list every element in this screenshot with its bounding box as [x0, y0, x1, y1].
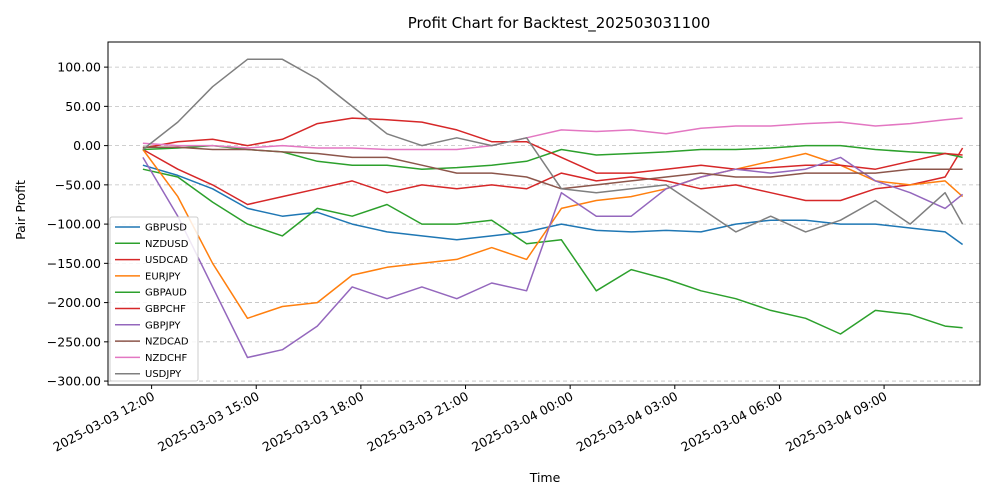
y-tick-label: −150.00 — [47, 256, 101, 271]
x-tick-label: 2025-03-04 03:00 — [574, 388, 681, 454]
legend-label: EURJPY — [145, 271, 181, 282]
series-line-usdjpy — [142, 58, 964, 233]
y-axis-label: Pair Profit — [13, 180, 28, 240]
x-axis-label: Time — [529, 470, 561, 485]
series-line-nzdusd — [142, 168, 963, 335]
series-layer — [142, 58, 964, 359]
y-axis: 100.00 50.00 0.00 −50.00 −100.00 −150.00 −200.… — [47, 60, 108, 389]
y-tick-label: −50.00 — [55, 177, 101, 192]
x-tick-label: 2025-03-03 15:00 — [155, 388, 262, 454]
legend-label: NZDCHF — [145, 353, 188, 364]
y-tick-label: 100.00 — [57, 60, 101, 75]
x-tick-label: 2025-03-03 12:00 — [51, 388, 158, 454]
legend-label: GBPCHF — [145, 304, 186, 315]
series-line-usdcad — [142, 147, 964, 206]
legend-label: NZDUSD — [145, 239, 189, 250]
legend: GBPUSD NZDUSD USDCAD EURJPY GBPAUD GBPCHF GBPJ… — [109, 216, 199, 382]
legend-label: USDJPY — [145, 369, 182, 380]
x-tick-label: 2025-03-04 09:00 — [783, 388, 890, 454]
y-tick-label: −250.00 — [47, 334, 101, 349]
y-tick-label: 0.00 — [73, 138, 101, 153]
y-tick-label: 50.00 — [65, 99, 101, 114]
series-line-gbpjpy — [142, 156, 964, 359]
chart-title: Profit Chart for Backtest_202503031100 — [408, 14, 711, 33]
grid — [108, 66, 980, 382]
x-tick-label: 2025-03-04 06:00 — [678, 388, 785, 454]
legend-box — [109, 216, 199, 382]
y-tick-label: −100.00 — [47, 217, 101, 232]
plot-frame — [107, 41, 981, 386]
legend-label: GBPJPY — [145, 320, 181, 331]
y-tick-label: −200.00 — [47, 295, 101, 310]
x-tick-label: 2025-03-03 18:00 — [260, 388, 367, 454]
legend-label: USDCAD — [145, 255, 188, 266]
series-line-nzdchf — [142, 117, 963, 151]
legend-label: NZDCAD — [145, 337, 189, 348]
legend-label: GBPUSD — [145, 223, 187, 234]
series-line-gbpusd — [142, 164, 964, 246]
x-tick-label: 2025-03-04 00:00 — [469, 388, 576, 454]
y-tick-label: −300.00 — [47, 374, 101, 389]
x-tick-label: 2025-03-03 21:00 — [364, 388, 471, 454]
legend-label: GBPAUD — [145, 288, 187, 299]
series-line-gbpchf — [142, 117, 963, 174]
